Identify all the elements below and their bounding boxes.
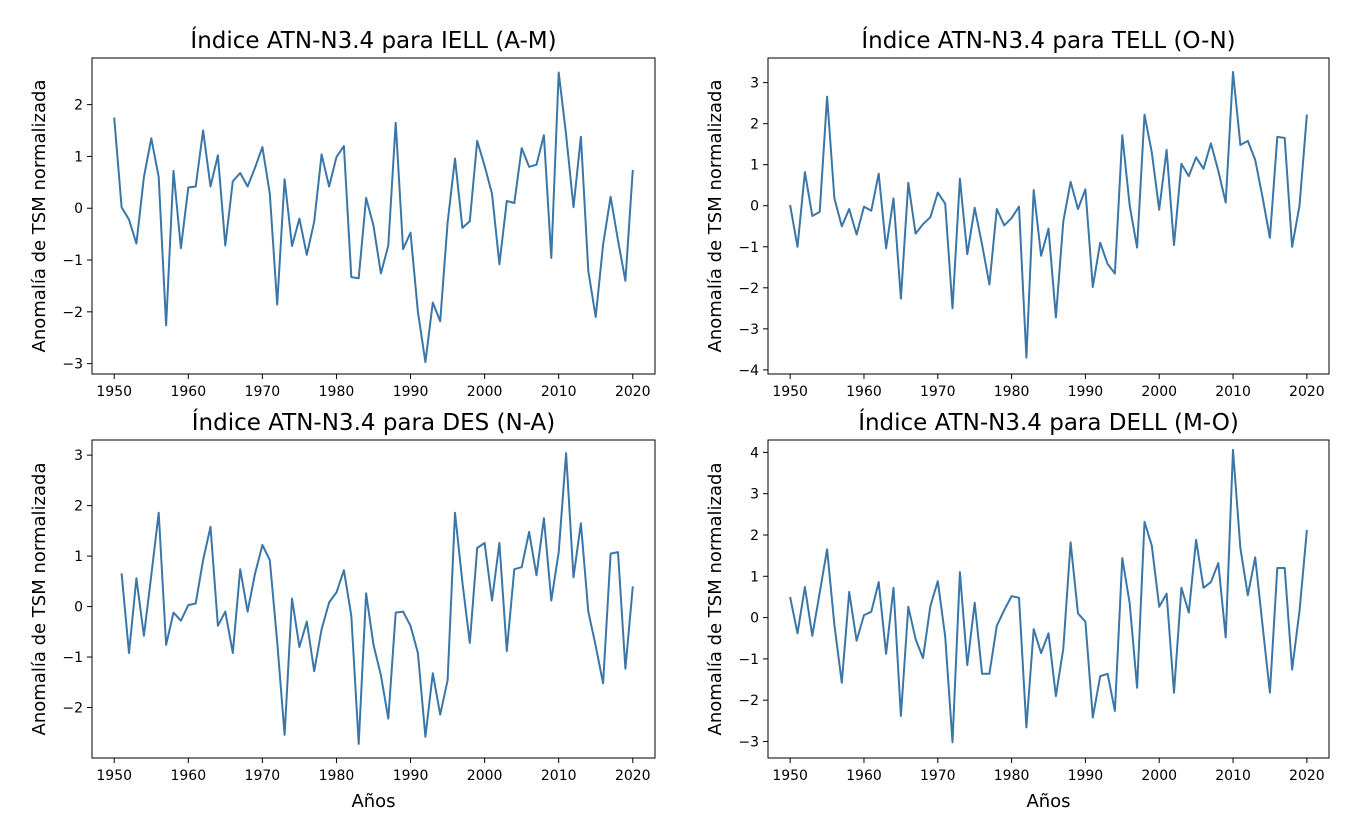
x-axis-label: Años: [1026, 791, 1070, 812]
y-tick-label: 1: [750, 158, 759, 174]
x-tick-label: 2020: [615, 384, 651, 400]
x-tick-label: 1980: [319, 768, 355, 784]
chart-title: Índice ATN-N3.4 para DES (N-A): [192, 408, 555, 436]
y-tick-label: −1: [62, 650, 83, 666]
x-tick-label: 2020: [615, 768, 651, 784]
x-tick-label: 1990: [393, 384, 429, 400]
x-tick-label: 1950: [96, 768, 132, 784]
subplot-2: Índice ATN-N3.4 para TELL (O-N) 1950 1960 1…: [705, 26, 1330, 400]
x-tick-label: 2020: [1289, 768, 1325, 784]
y-tick-label: 0: [74, 600, 83, 616]
y-tick-label: 0: [750, 199, 759, 215]
y-tick-label: 2: [750, 117, 759, 133]
y-tick-label: 3: [750, 487, 759, 503]
chart-title: Índice ATN-N3.4 para DELL (M-O): [858, 408, 1239, 436]
y-tick-label: −3: [738, 734, 759, 750]
x-tick-label: 1990: [1068, 768, 1104, 784]
x-tick-label: 1990: [1068, 384, 1104, 400]
x-tick-label: 1960: [170, 768, 206, 784]
x-tick-label: 1960: [846, 384, 882, 400]
subplot-1: Índice ATN-N3.4 para IELL (A-M) 1950 1960 1…: [29, 26, 656, 400]
x-tick-label: 2000: [1141, 768, 1177, 784]
y-tick-label: 0: [74, 201, 83, 217]
y-tick-label: 0: [750, 611, 759, 627]
series-line: [789, 448, 1308, 744]
y-tick-label: −3: [738, 322, 759, 338]
y-tick-label: 3: [750, 76, 759, 92]
x-tick-label: 1980: [994, 768, 1030, 784]
y-tick-label: 2: [750, 528, 759, 544]
chart-title: Índice ATN-N3.4 para TELL (O-N): [861, 26, 1235, 54]
x-tick-label: 2010: [1215, 384, 1251, 400]
chart-title: Índice ATN-N3.4 para IELL (A-M): [190, 26, 556, 54]
x-tick-label: 1950: [772, 768, 808, 784]
axes-frame: [91, 439, 656, 759]
subplot-3: Índice ATN-N3.4 para DES (N-A) 1950 1960 19…: [29, 408, 656, 812]
x-tick-label: 1970: [245, 768, 281, 784]
series-line: [113, 71, 634, 364]
axes-frame: [91, 57, 656, 375]
y-axis-label: Anomalía de TSM normalizada: [29, 80, 50, 353]
x-tick-label: 2000: [467, 384, 503, 400]
y-tick-label: −1: [738, 652, 759, 668]
x-tick-label: 2020: [1289, 384, 1325, 400]
y-tick-label: −1: [738, 240, 759, 256]
y-tick-label: 4: [750, 445, 759, 461]
y-tick-label: −2: [738, 693, 759, 709]
y-tick-label: −3: [62, 357, 83, 373]
x-tick-label: 1990: [393, 768, 429, 784]
axes-frame: [767, 439, 1330, 759]
y-tick-label: −1: [62, 253, 83, 269]
y-tick-label: −4: [738, 363, 759, 379]
y-axis-label: Anomalía de TSM normalizada: [705, 80, 726, 353]
y-axis-label: Anomalía de TSM normalizada: [29, 463, 50, 736]
y-tick-label: 1: [74, 149, 83, 165]
y-tick-label: 2: [74, 98, 83, 114]
x-tick-label: 1950: [772, 384, 808, 400]
x-axis-label: Años: [351, 791, 395, 812]
x-tick-label: 2010: [541, 384, 577, 400]
series-line: [120, 452, 634, 745]
x-tick-label: 1970: [245, 384, 281, 400]
y-axis-label: Anomalía de TSM normalizada: [705, 463, 726, 736]
x-tick-label: 2010: [1215, 768, 1251, 784]
x-tick-label: 1980: [319, 384, 355, 400]
y-tick-label: 1: [750, 569, 759, 585]
x-tick-label: 2010: [541, 768, 577, 784]
x-tick-label: 1960: [170, 384, 206, 400]
axes-frame: [767, 57, 1330, 375]
series-line: [789, 71, 1308, 359]
y-tick-label: 3: [74, 448, 83, 464]
y-tick-label: 2: [74, 499, 83, 515]
y-tick-label: −2: [62, 305, 83, 321]
x-tick-label: 1970: [920, 768, 956, 784]
x-tick-label: 1950: [96, 384, 132, 400]
x-tick-label: 1970: [920, 384, 956, 400]
y-tick-label: −2: [738, 281, 759, 297]
subplot-4: Índice ATN-N3.4 para DELL (M-O) 1950 1960 1…: [705, 408, 1330, 812]
x-tick-label: 1980: [994, 384, 1030, 400]
x-tick-label: 2000: [467, 768, 503, 784]
y-tick-label: 1: [74, 549, 83, 565]
x-tick-label: 2000: [1141, 384, 1177, 400]
y-tick-label: −2: [62, 701, 83, 717]
x-tick-label: 1960: [846, 768, 882, 784]
